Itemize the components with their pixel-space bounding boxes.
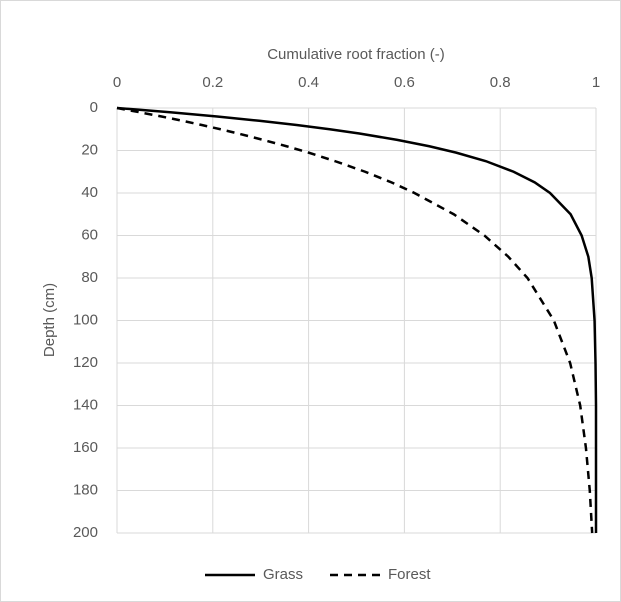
y-axis-title: Depth (cm): [41, 283, 58, 357]
y-tick-label: 0: [90, 99, 98, 116]
x-tick-label: 0.4: [298, 74, 319, 91]
chart-title: Cumulative root fraction (-): [267, 46, 445, 63]
y-tick-label: 200: [73, 524, 98, 541]
x-tick-label: 0.6: [394, 74, 415, 91]
legend-label: Forest: [388, 566, 431, 583]
y-tick-label: 40: [81, 184, 98, 201]
x-tick-label: 1: [592, 74, 600, 91]
line-series: [116, 106, 598, 533]
y-tick-label: 100: [73, 311, 98, 328]
x-tick-label: 0.2: [202, 74, 223, 91]
x-tick-label: 0.8: [490, 74, 511, 91]
y-tick-label: 160: [73, 439, 98, 456]
y-tick-label: 140: [73, 396, 98, 413]
y-tick-label: 60: [81, 226, 98, 243]
x-tick-label: 0: [113, 74, 121, 91]
y-tick-label: 80: [81, 269, 98, 286]
legend-label: Grass: [263, 566, 303, 583]
y-tick-label: 180: [73, 481, 98, 498]
line-series: [116, 106, 594, 534]
y-tick-label: 120: [73, 354, 98, 371]
y-tick-label: 20: [81, 141, 98, 158]
